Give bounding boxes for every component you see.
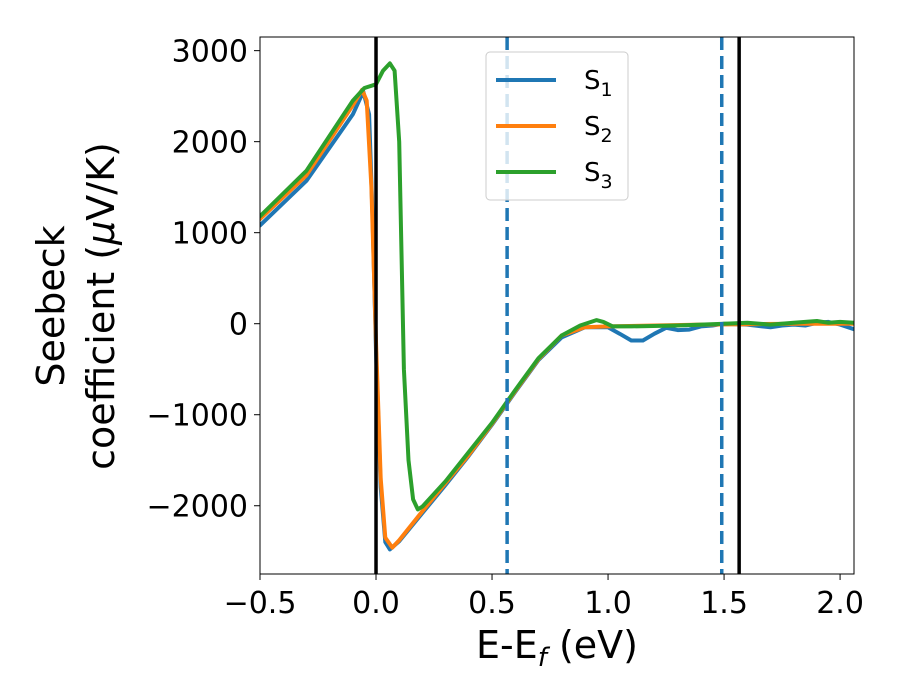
series-line-s3	[260, 61, 854, 512]
y-tick-label: 2000	[172, 126, 248, 161]
y-tick-label: 1000	[172, 217, 248, 252]
x-axis-ticks: −0.5 0.0 0.5 1.0 1.5 2.0	[224, 574, 864, 621]
y-axis-title-prefix: coefficient (	[79, 245, 123, 470]
y-tick-label: −1000	[147, 399, 248, 434]
y-axis-title-line1: Seebeck	[29, 225, 73, 386]
y-tick-label: −2000	[147, 490, 248, 525]
y-axis-ticks: −2000 −1000 0 1000 2000 3000	[147, 35, 260, 525]
legend-label-sub: 3	[601, 171, 613, 193]
x-tick-label: 2.0	[816, 586, 864, 621]
legend-label-s2: S2	[584, 112, 613, 147]
x-axis-title-main: E-E	[476, 623, 538, 667]
x-axis-title: E-Ef (eV)	[476, 623, 638, 673]
y-axis-title: Seebeck coefficient (μV/K)	[29, 142, 123, 470]
legend-label-sub: 1	[601, 79, 613, 101]
legend-label-s3: S3	[584, 158, 613, 193]
legend-label-main: S	[584, 112, 601, 142]
legend-label-main: S	[584, 158, 601, 188]
y-axis-title-suffix: V/K)	[79, 142, 123, 221]
x-tick-label: 1.5	[700, 586, 748, 621]
legend-label-main: S	[584, 66, 601, 96]
y-tick-label: 0	[229, 308, 248, 343]
y-axis-title-mu: μ	[79, 221, 123, 246]
legend-frame	[485, 51, 629, 201]
plot-frame	[259, 36, 855, 575]
y-axis-title-line2: coefficient (μV/K)	[79, 142, 123, 470]
y-tick-label: 3000	[172, 35, 248, 70]
legend-label-s1: S1	[584, 66, 613, 101]
x-tick-label: 1.0	[584, 586, 632, 621]
legend-label-sub: 2	[601, 125, 613, 147]
vertical-lines	[374, 37, 741, 574]
x-tick-label: 0.0	[352, 586, 400, 621]
x-tick-label: 0.5	[468, 586, 516, 621]
x-axis-title-unit: (eV)	[547, 623, 638, 667]
x-tick-label: −0.5	[224, 586, 297, 621]
